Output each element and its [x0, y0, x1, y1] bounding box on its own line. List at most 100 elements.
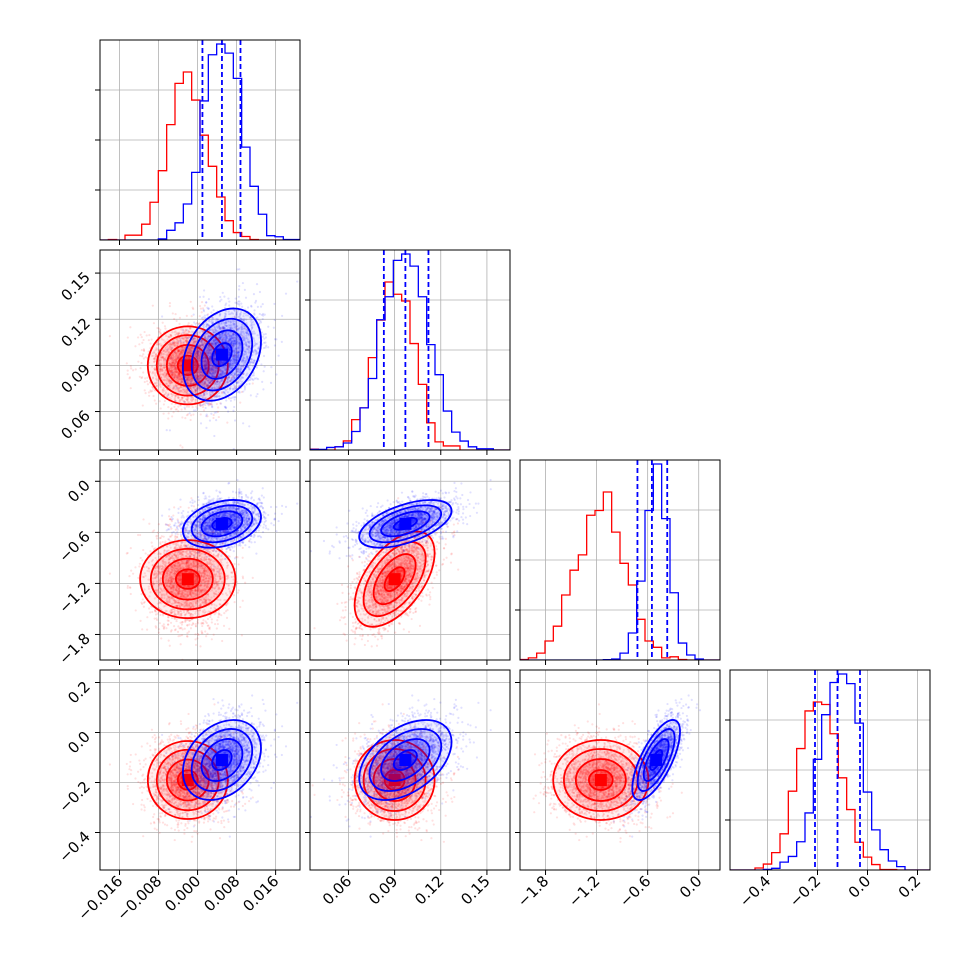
sample-point — [161, 388, 165, 391]
sample-point — [141, 628, 144, 631]
sample-point — [258, 312, 261, 316]
sample-point — [186, 351, 189, 354]
sample-point — [194, 389, 198, 393]
sample-point — [200, 370, 203, 374]
sample-point — [177, 405, 180, 408]
sample-point — [163, 366, 166, 369]
sample-point — [196, 377, 199, 380]
sample-point — [171, 357, 174, 360]
sample-point — [187, 379, 190, 382]
sample-point — [181, 341, 184, 344]
sample-point — [213, 434, 216, 438]
sample-point — [108, 335, 111, 338]
sample-point — [211, 305, 214, 308]
sample-point — [171, 415, 174, 418]
sample-point — [178, 349, 181, 353]
sample-point — [211, 343, 215, 346]
sample-point — [251, 382, 254, 385]
panel-content — [100, 250, 300, 450]
sample-point — [196, 637, 199, 640]
sample-point — [162, 358, 165, 362]
sample-point — [170, 358, 173, 361]
sample-point — [222, 338, 226, 342]
sample-point — [165, 627, 168, 630]
sample-point — [228, 397, 231, 400]
sample-point — [259, 305, 263, 308]
sample-point — [197, 375, 200, 378]
sample-point — [143, 330, 146, 334]
sample-point — [174, 355, 177, 358]
sample-point — [280, 340, 283, 343]
sample-point — [213, 411, 216, 414]
sample-point — [192, 337, 195, 340]
sample-point — [162, 412, 165, 415]
sample-point — [202, 308, 205, 311]
sample-point — [153, 369, 156, 372]
sample-point — [221, 327, 224, 330]
sample-point — [186, 382, 190, 385]
sample-point — [189, 350, 192, 353]
sample-point — [213, 372, 216, 375]
sample-point — [169, 382, 172, 385]
sample-point — [194, 363, 197, 366]
sample-point — [206, 384, 209, 387]
sample-point — [174, 333, 177, 336]
sample-point — [162, 403, 166, 406]
sample-point — [221, 390, 224, 394]
sample-point — [141, 376, 144, 379]
sample-point — [170, 369, 173, 372]
sample-point — [219, 369, 222, 372]
sample-point — [239, 401, 242, 404]
sample-point — [173, 351, 177, 354]
sample-point — [170, 343, 173, 346]
sample-point — [198, 369, 201, 372]
sample-point — [178, 372, 181, 375]
sample-point — [194, 638, 197, 641]
sample-point — [188, 379, 192, 382]
sample-point — [264, 346, 267, 349]
sample-point — [210, 367, 213, 370]
sample-point — [241, 281, 245, 285]
sample-point — [191, 400, 194, 403]
sample-point — [159, 332, 162, 335]
sample-point — [213, 366, 216, 370]
sample-point — [184, 356, 187, 359]
sample-point — [207, 347, 210, 351]
sample-point — [237, 295, 240, 298]
sample-point — [212, 416, 215, 420]
sample-point — [188, 352, 191, 355]
sample-point — [201, 307, 205, 310]
sample-point — [155, 347, 158, 350]
sample-point — [194, 362, 198, 365]
sample-point — [154, 359, 157, 362]
sample-point — [192, 409, 195, 412]
sample-point — [167, 379, 171, 382]
sample-point — [163, 393, 166, 396]
sample-point — [190, 398, 193, 401]
sample-point — [233, 398, 236, 401]
sample-point — [152, 387, 155, 390]
sample-point — [168, 335, 171, 339]
sample-point — [174, 368, 177, 371]
sample-point — [176, 331, 179, 335]
sample-point — [157, 327, 160, 330]
sample-point — [168, 365, 171, 368]
sample-point — [218, 300, 222, 303]
sample-point — [178, 353, 181, 356]
sample-point — [214, 369, 217, 373]
sample-point — [226, 383, 229, 386]
sample-point — [187, 405, 191, 408]
sample-point — [180, 408, 183, 411]
sample-point — [170, 343, 173, 346]
sample-point — [155, 384, 158, 387]
sample-point — [175, 319, 178, 322]
sample-point — [161, 378, 165, 382]
sample-point — [201, 330, 205, 334]
y-tick-label: 0.06 — [57, 407, 93, 443]
sample-point — [177, 354, 180, 357]
sample-point — [166, 349, 169, 352]
panel-content — [100, 460, 300, 660]
sample-point — [162, 355, 165, 358]
sample-point — [151, 376, 155, 379]
sample-point — [186, 372, 189, 375]
